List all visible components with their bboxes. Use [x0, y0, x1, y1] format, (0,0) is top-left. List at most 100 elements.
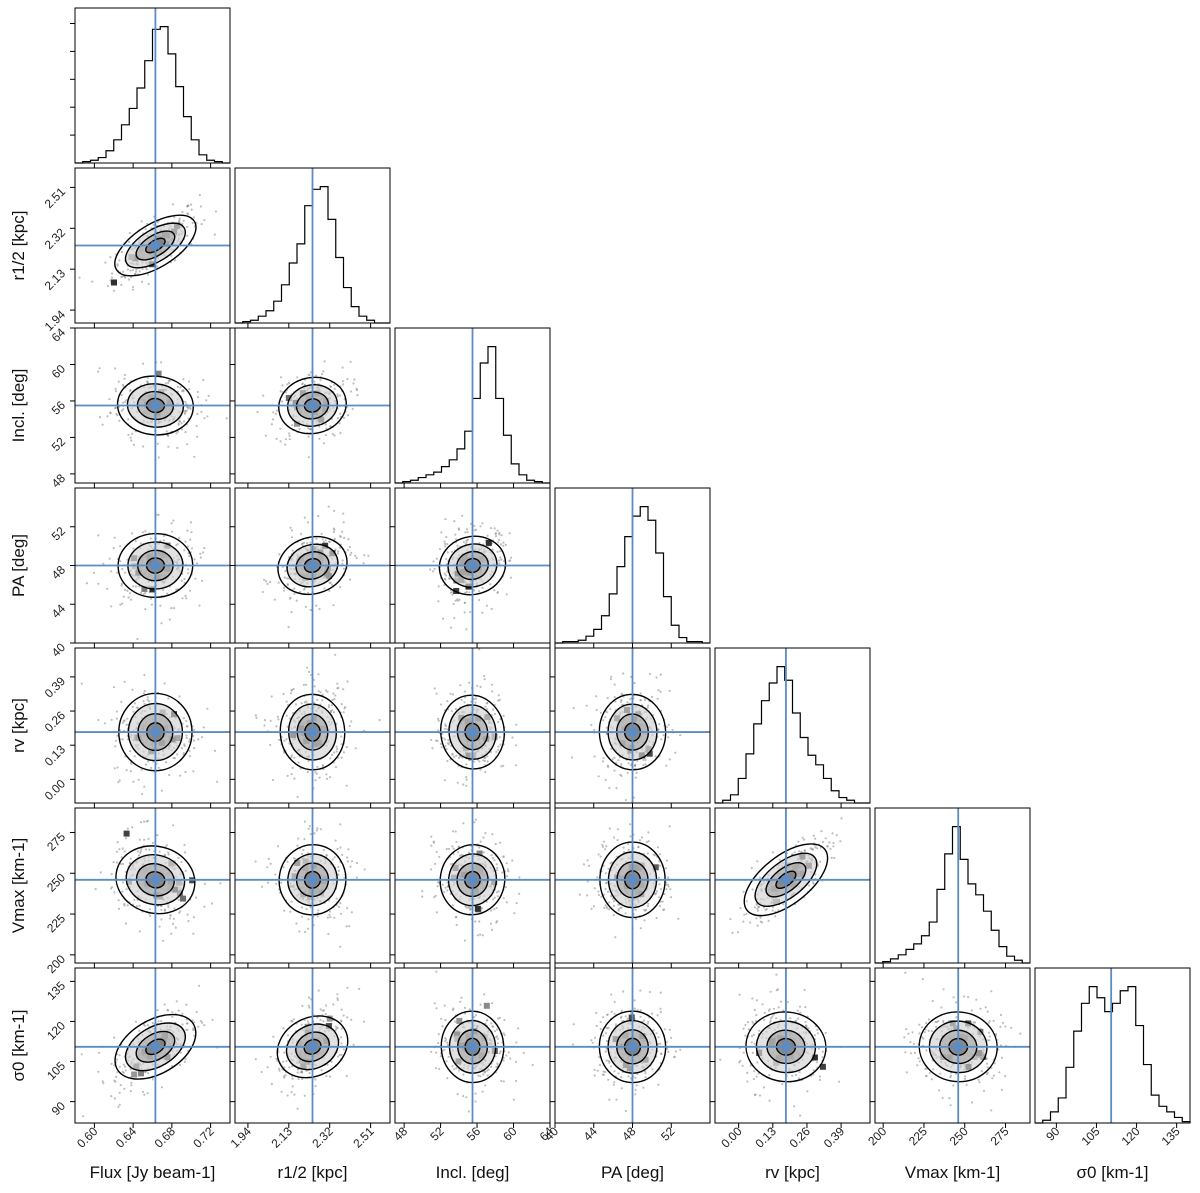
contour-level-0 [438, 535, 507, 596]
contour-level-0 [745, 1011, 827, 1083]
contour-level-0 [116, 375, 194, 436]
histogram-line [75, 26, 230, 164]
scatter-panel-5-2 [390, 807, 551, 968]
y-tick-label: 0.39 [42, 674, 69, 701]
truth-marker [954, 1042, 963, 1051]
contour-level-0 [918, 1011, 998, 1083]
panel-frame [714, 647, 871, 804]
truth-marker [151, 241, 160, 250]
panel-frame [74, 7, 231, 164]
y-axis-label: σ0 [km-1] [9, 1010, 28, 1082]
panel-frame [74, 807, 231, 964]
x-tick-label: 0.72 [190, 1124, 217, 1151]
x-tick-label: 56 [464, 1124, 484, 1144]
truth-marker [468, 728, 477, 737]
contour-level-0 [440, 1010, 505, 1084]
truth-marker [151, 401, 160, 410]
y-tick-label: 250 [44, 870, 68, 894]
x-tick-label: 60 [500, 1124, 520, 1144]
x-tick-label: 0.26 [787, 1124, 814, 1151]
panel-frame [1034, 967, 1191, 1124]
y-tick-label: 56 [49, 398, 69, 418]
axis-label: PA [deg] [601, 1163, 664, 1182]
y-tick-label: 275 [44, 829, 68, 853]
panel-frame [74, 167, 231, 324]
histogram-panel-5 [874, 807, 1031, 968]
truth-marker [151, 875, 160, 884]
panel-frame [394, 647, 551, 804]
axis-label: r1/2 [kpc] [278, 1163, 348, 1182]
histogram-panel-3 [554, 487, 711, 648]
y-tick-label: 2.51 [42, 184, 69, 211]
axis-label: rv [kpc] [765, 1163, 820, 1182]
x-tick-label: 2.13 [269, 1124, 296, 1151]
contour-level-0 [114, 214, 197, 277]
y-axis-label: Incl. [deg] [9, 369, 28, 443]
x-tick-label: 48 [619, 1124, 639, 1144]
scatter-panel-4-0: 0.00 0.13 0.26 0.39 [42, 647, 231, 808]
truth-marker [781, 1042, 790, 1051]
truth-marker [468, 875, 477, 884]
x-tick-label: 0.39 [821, 1124, 848, 1151]
panel-frame [394, 967, 551, 1124]
contour-level-0 [277, 535, 348, 596]
scatter-panel-3-2 [390, 487, 551, 648]
truth-marker [151, 561, 160, 570]
y-tick-label: 2.13 [42, 266, 69, 293]
x-tick-label: 225 [906, 1124, 930, 1148]
contour-level-0 [440, 694, 505, 770]
y-tick-label: 52 [49, 434, 69, 454]
x-tick-label: 52 [658, 1124, 678, 1144]
y-axis-label: rv [kpc] [9, 698, 28, 753]
y-tick-label: 225 [44, 911, 68, 935]
contour-level-0 [279, 693, 346, 771]
scatter-panel-6-4: 0.00 0.13 0.26 0.39 [710, 967, 871, 1151]
x-tick-label: 0.68 [152, 1124, 179, 1151]
y-tick-label: 48 [49, 471, 69, 491]
contour-level-0 [598, 693, 667, 771]
scatter-panel-4-3 [550, 647, 711, 808]
truth-marker [308, 728, 317, 737]
x-tick-label: 135 [1159, 1124, 1183, 1148]
panel-frame [74, 647, 231, 804]
truth-marker [308, 561, 317, 570]
y-axis-label: PA [deg] [9, 534, 28, 597]
histogram-line [1035, 986, 1191, 1124]
x-tick-label: 52 [427, 1124, 447, 1144]
y-tick-label: 90 [49, 1099, 69, 1119]
y-axis-label: Vmax [km-1] [9, 838, 28, 933]
panel-frame [74, 327, 231, 484]
y-tick-label: 200 [44, 952, 68, 976]
x-tick-label: 250 [947, 1124, 971, 1148]
x-tick-label: 275 [988, 1124, 1012, 1148]
truth-marker [468, 561, 477, 570]
labels-layer: Flux [Jy beam-1] r1/2 [kpc] Incl. [deg] PA … [9, 211, 1148, 1182]
axis-label: Incl. [deg] [436, 1163, 510, 1182]
panel-frame [714, 967, 871, 1124]
x-tick-label: 105 [1079, 1124, 1103, 1148]
panel-frame [394, 327, 551, 484]
panel-frame [234, 807, 391, 964]
contour-level-0 [115, 845, 196, 915]
truth-marker [308, 1042, 317, 1051]
truth-marker [308, 875, 317, 884]
x-tick-label: 1.94 [228, 1124, 255, 1151]
histogram-panel-2 [394, 327, 551, 488]
axis-label: σ0 [km-1] [1077, 1163, 1149, 1182]
scatter-panel-4-1 [230, 647, 391, 808]
y-tick-label: 2.32 [42, 225, 69, 252]
contour-level-0 [117, 532, 194, 599]
truth-marker [468, 1042, 477, 1051]
truth-marker [151, 1042, 160, 1051]
x-tick-label: 200 [865, 1124, 889, 1148]
scatter-panel-6-2: 48 52 56 60 64 [390, 967, 556, 1144]
scatter-panel-6-1: 1.94 2.13 2.32 2.51 [228, 967, 391, 1151]
scatter-panel-6-3: 40 44 48 52 [542, 967, 711, 1144]
y-tick-label: 105 [44, 1058, 68, 1082]
histogram-line [715, 666, 870, 804]
x-tick-label: 0.60 [74, 1124, 101, 1151]
scatter-panel-6-0: 0.60 0.64 0.68 0.72 90 105 120 135 [44, 967, 231, 1151]
panel-frame [234, 327, 391, 484]
y-tick-label: 44 [49, 601, 69, 621]
